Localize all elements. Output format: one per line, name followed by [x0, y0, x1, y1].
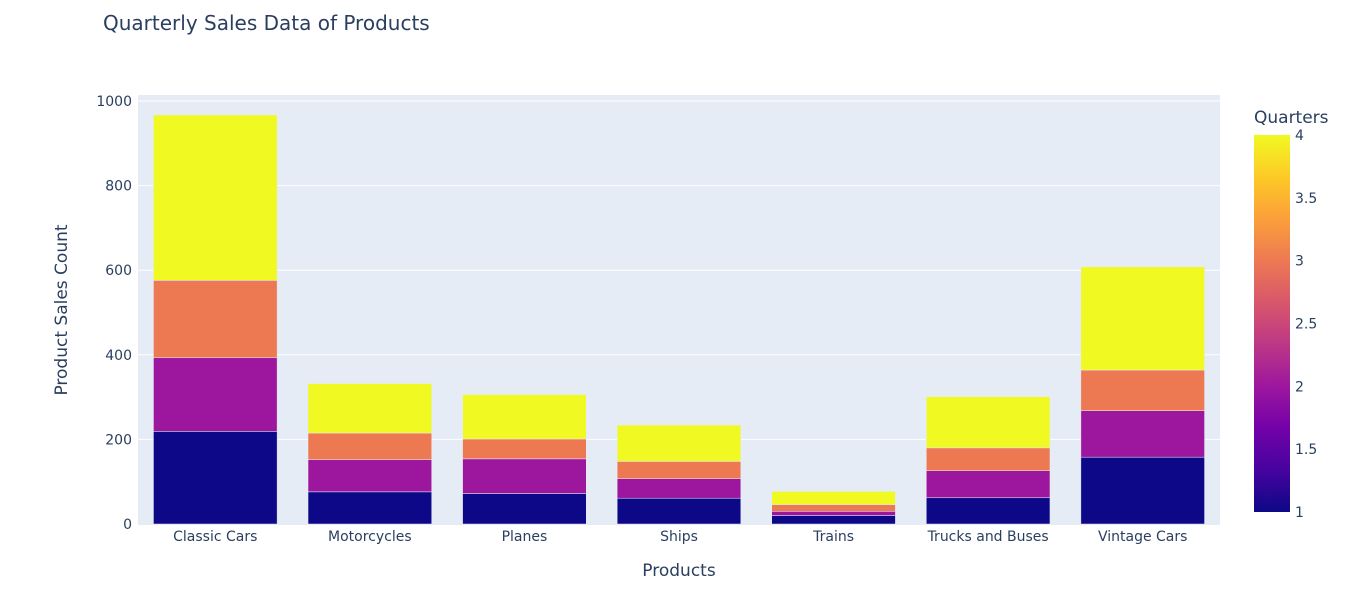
bar-ships-q4[interactable] — [616, 424, 742, 462]
bar-ships-q3[interactable] — [616, 461, 742, 479]
bar-motorcycles-q4[interactable] — [307, 383, 432, 434]
y-tick-label: 1000 — [96, 94, 132, 110]
colorbar-tick-label: 1 — [1295, 505, 1304, 521]
bars — [153, 114, 1205, 525]
bar-planes-q4[interactable] — [462, 394, 587, 440]
x-tick-label: Trucks and Buses — [927, 529, 1049, 545]
bar-motorcycles-q2[interactable] — [307, 459, 432, 493]
colorbar-title: Quarters — [1254, 108, 1329, 128]
bar-trains-q2[interactable] — [771, 511, 896, 516]
bar-motorcycles-q1[interactable] — [307, 491, 432, 525]
colorbar-tick-label: 4 — [1295, 128, 1304, 144]
y-tick-label: 600 — [105, 263, 132, 279]
x-tick-label: Ships — [660, 529, 698, 545]
bar-trucks-and-buses-q3[interactable] — [926, 447, 1051, 471]
x-tick-label: Planes — [502, 529, 548, 545]
colorbar-tick-label: 1.5 — [1295, 442, 1317, 458]
colorbar: Quarters 1 1.5 2 2.5 3 3.5 4 — [1254, 108, 1329, 521]
bar-vintage-cars-q2[interactable] — [1080, 410, 1205, 458]
x-tick-label: Motorcycles — [328, 529, 412, 545]
x-tick-labels: Classic Cars Motorcycles Planes Ships Trains… — [173, 529, 1187, 545]
bar-classic-cars-q3[interactable] — [153, 280, 278, 359]
y-tick-label: 200 — [105, 432, 132, 448]
bar-trains-q3[interactable] — [771, 504, 896, 512]
colorbar-gradient — [1254, 135, 1290, 512]
bar-trains-q1[interactable] — [771, 515, 896, 525]
y-tick-label: 800 — [105, 179, 132, 195]
colorbar-tick-label: 3.5 — [1295, 191, 1317, 207]
bar-trucks-and-buses-q2[interactable] — [926, 470, 1051, 499]
bar-vintage-cars-q3[interactable] — [1080, 369, 1205, 411]
colorbar-tick-label: 2.5 — [1295, 317, 1317, 333]
x-tick-label: Vintage Cars — [1098, 529, 1187, 545]
colorbar-tick-label: 3 — [1295, 254, 1304, 270]
bar-classic-cars-q4[interactable] — [153, 114, 278, 281]
bar-trucks-and-buses-q4[interactable] — [926, 396, 1051, 449]
x-axis-title: Products — [642, 561, 716, 581]
bar-motorcycles-q3[interactable] — [307, 432, 432, 460]
bar-classic-cars-q1[interactable] — [153, 431, 278, 525]
x-tick-label: Classic Cars — [173, 529, 257, 545]
bar-ships-q1[interactable] — [616, 497, 742, 525]
bar-planes-q1[interactable] — [462, 493, 587, 525]
bar-trains-q4[interactable] — [771, 491, 896, 505]
bar-vintage-cars-q4[interactable] — [1080, 266, 1205, 371]
bar-trucks-and-buses-q1[interactable] — [926, 497, 1051, 525]
y-tick-label: 0 — [123, 517, 132, 533]
y-tick-label: 400 — [105, 348, 132, 364]
x-tick-label: Trains — [812, 529, 854, 545]
bar-classic-cars-q2[interactable] — [153, 357, 278, 432]
bar-ships-q2[interactable] — [616, 478, 742, 499]
bar-planes-q2[interactable] — [462, 458, 587, 494]
y-axis-title: Product Sales Count — [52, 224, 72, 395]
colorbar-tick-label: 2 — [1295, 379, 1304, 395]
bar-planes-q3[interactable] — [462, 438, 587, 460]
chart-title: Quarterly Sales Data of Products — [103, 11, 430, 35]
y-tick-labels: 0 200 400 600 800 1000 — [96, 94, 132, 533]
bar-vintage-cars-q1[interactable] — [1080, 456, 1205, 525]
